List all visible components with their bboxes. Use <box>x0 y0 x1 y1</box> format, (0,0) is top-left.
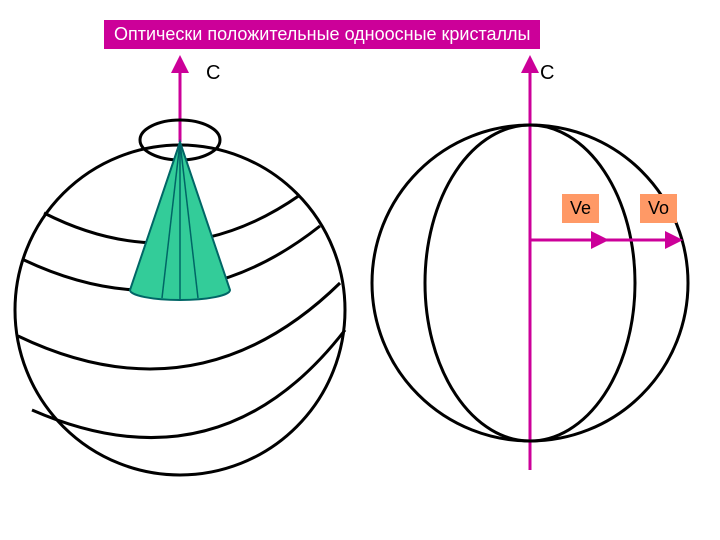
left-arc-3 <box>32 330 345 438</box>
ve-label: Ve <box>562 194 599 223</box>
title-box: Оптически положительные одноосные криста… <box>104 20 540 49</box>
axis-label-left: С <box>206 62 220 85</box>
title-text: Оптически положительные одноосные криста… <box>114 24 530 44</box>
vo-label: Vo <box>640 194 677 223</box>
axis-label-right: С <box>540 62 554 85</box>
